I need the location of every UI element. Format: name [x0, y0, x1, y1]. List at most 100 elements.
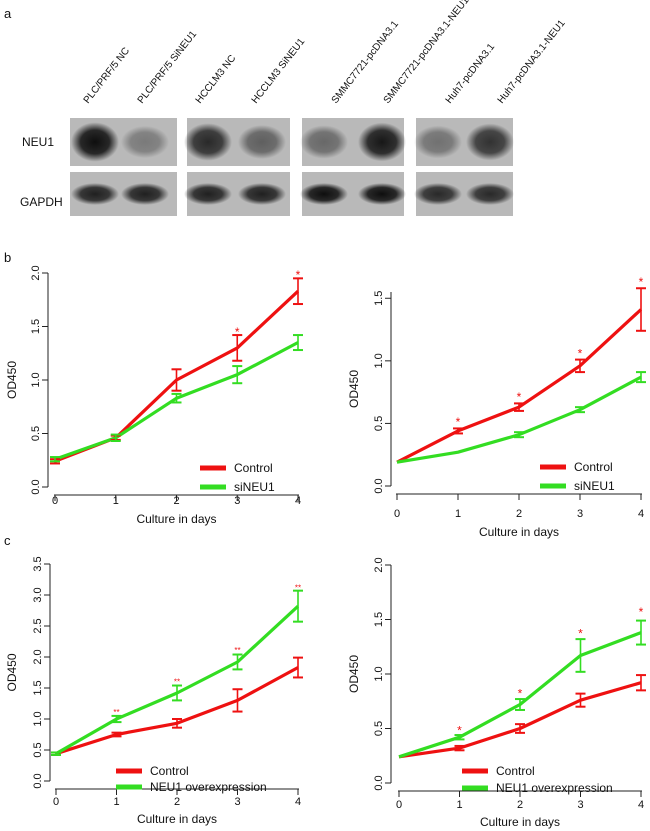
blot-band — [466, 183, 514, 205]
x-axis-label: Culture in days — [137, 812, 217, 826]
x-tick-label: 3 — [577, 508, 583, 520]
blot-band — [300, 125, 348, 159]
x-tick-label: 3 — [234, 796, 240, 808]
significance-star: * — [639, 605, 644, 619]
x-tick-label: 3 — [577, 799, 583, 811]
y-tick-label: 0.5 — [373, 721, 385, 736]
lane-label: PLC/PRF/5 SiNEU1 — [136, 29, 200, 106]
y-axis-label: OD450 — [5, 653, 19, 691]
significance-star: * — [578, 627, 583, 641]
y-tick-label: 0.0 — [30, 479, 42, 494]
legend-label: NEU1 overexpression — [150, 780, 267, 794]
x-tick-label: 1 — [113, 796, 119, 808]
error-bar — [575, 692, 586, 708]
x-axis-label: Culture in days — [480, 815, 560, 829]
error-bar — [293, 277, 303, 306]
y-tick-label: 1.5 — [373, 291, 385, 306]
x-tick-label: 4 — [295, 796, 301, 808]
y-tick-label: 2.5 — [32, 618, 44, 633]
x-axis-label: Culture in days — [479, 525, 559, 539]
y-tick-label: 0.5 — [373, 416, 385, 431]
x-tick-label: 1 — [455, 508, 461, 520]
y-tick-label: 0.0 — [32, 773, 44, 788]
panel-b-label: b — [4, 250, 11, 265]
error-bar — [515, 698, 525, 711]
legend-label: Control — [234, 461, 273, 475]
blot-band — [71, 183, 119, 205]
x-tick-label: 1 — [113, 495, 119, 507]
y-tick-label: 3.0 — [32, 587, 44, 602]
y-tick-label: 0.5 — [30, 426, 42, 441]
legend-label: siNEU1 — [234, 480, 275, 494]
blot-band — [184, 183, 232, 205]
lane-label: Huh7-pcDNA3.1 — [444, 41, 498, 105]
significance-star: * — [235, 325, 240, 339]
blot-band — [184, 123, 232, 161]
y-tick-label: 1.5 — [373, 612, 385, 627]
charts: 0 1 2 3 4 0.0 0.5 1.0 1.5 2.0 Culture in days OD450… — [5, 265, 646, 829]
y-tick-label: 0.5 — [32, 742, 44, 757]
significance-star: ** — [174, 678, 180, 687]
y-axis-label: OD450 — [347, 370, 361, 408]
legend-label: Control — [496, 764, 535, 778]
significance-star: ** — [113, 708, 119, 717]
y-tick-label: 2.0 — [373, 557, 385, 572]
series-line-1 — [396, 308, 643, 464]
significance-star: * — [456, 415, 461, 429]
x-tick-label: 0 — [53, 796, 59, 808]
y-tick-label: 1.5 — [32, 680, 44, 695]
x-axis-label: Culture in days — [136, 512, 216, 526]
blot-band — [414, 125, 462, 159]
y-tick-label: 3.5 — [32, 556, 44, 571]
error-bar — [636, 371, 646, 384]
x-tick-label: 3 — [234, 495, 240, 507]
panel-a-label: a — [4, 6, 12, 21]
blot-band — [121, 125, 169, 159]
blot-band — [466, 123, 514, 161]
y-tick-label: 2.0 — [32, 649, 44, 664]
error-bar — [172, 684, 182, 702]
x-tick-label: 0 — [396, 799, 402, 811]
significance-star: * — [639, 275, 644, 289]
x-tick-label: 2 — [517, 799, 523, 811]
error-bar — [110, 433, 121, 442]
error-bar — [171, 368, 182, 392]
blot-row-label-gapdh: GAPDH — [20, 195, 63, 209]
legend-label: Control — [150, 764, 189, 778]
x-tick-label: 2 — [173, 495, 179, 507]
error-bar — [575, 406, 585, 414]
y-tick-label: 0.0 — [373, 775, 385, 790]
significance-star: * — [518, 687, 523, 701]
legend-label: Control — [574, 460, 613, 474]
y-tick-label: 1.0 — [30, 372, 42, 387]
blot-row-label-neu1: NEU1 — [22, 135, 54, 149]
error-bar — [51, 751, 61, 756]
blot-band — [358, 122, 406, 162]
error-bar — [232, 653, 243, 671]
error-bar — [453, 427, 463, 435]
error-bar — [454, 734, 465, 741]
y-tick-label: 2.0 — [30, 265, 42, 280]
y-axis-label: OD450 — [5, 361, 19, 399]
error-bar — [232, 688, 243, 713]
error-bar — [575, 638, 586, 673]
x-tick-label: 2 — [516, 508, 522, 520]
blot-band — [121, 183, 169, 205]
x-tick-label: 0 — [52, 495, 58, 507]
error-bar — [636, 674, 646, 692]
chart-2: 0 1 2 3 4 0.0 0.5 1.0 1.5 Culture in days OD450 * * *… — [347, 275, 646, 539]
x-tick-label: 1 — [456, 799, 462, 811]
error-bar — [232, 365, 243, 385]
blot-band — [300, 183, 348, 205]
chart-1: 0 1 2 3 4 0.0 0.5 1.0 1.5 2.0 Culture in days OD450… — [5, 265, 303, 526]
blot-band — [71, 122, 119, 162]
error-bar — [636, 287, 646, 332]
x-tick-label: 4 — [638, 799, 644, 811]
error-bar — [171, 392, 182, 404]
blot-strips — [70, 118, 514, 216]
significance-star: * — [457, 724, 462, 738]
error-bar — [50, 456, 60, 463]
western-blot: NEU1 GAPDH PLC/PRF/5 NC PLC/PRF/5 SiNEU1H… — [20, 0, 568, 216]
y-tick-label: 0.0 — [373, 478, 385, 493]
significance-star: * — [578, 346, 583, 360]
